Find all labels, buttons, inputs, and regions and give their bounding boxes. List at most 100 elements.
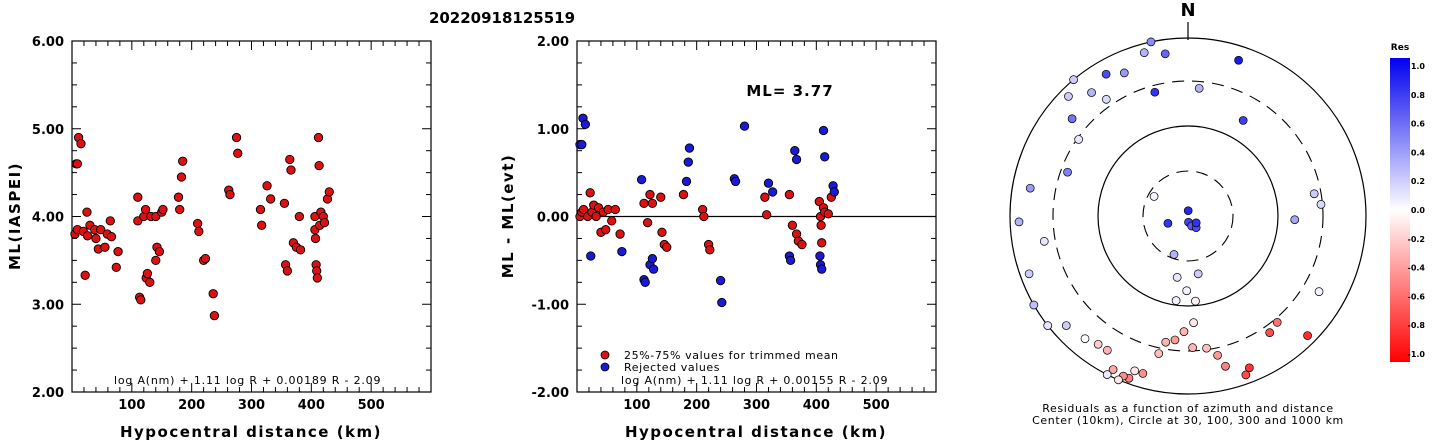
data-point-rejected: [684, 143, 695, 153]
colorbar-tick-label: -0.4: [1408, 264, 1426, 273]
data-point-rejected: [717, 297, 727, 308]
data-point: [76, 139, 86, 149]
station-point: [1189, 318, 1198, 328]
station-point: [1067, 114, 1077, 124]
data-point: [231, 132, 242, 143]
data-point-used: [678, 189, 689, 200]
data-point-rejected: [739, 121, 750, 131]
x-tick-label: 400: [298, 398, 325, 413]
data-point-rejected: [586, 251, 596, 261]
station-point: [1108, 365, 1118, 374]
x-axis-label: Hypocentral distance (km): [625, 423, 887, 441]
station-point: [1272, 318, 1282, 327]
data-point-rejected: [791, 154, 802, 165]
data-point-used: [607, 216, 617, 226]
station-point: [1290, 215, 1300, 225]
station-point: [1172, 273, 1182, 282]
data-point: [140, 204, 151, 215]
data-point: [286, 165, 296, 175]
data-point-used: [656, 192, 666, 202]
station-point: [1063, 167, 1072, 177]
data-point-used: [645, 189, 655, 200]
data-point-used: [642, 217, 653, 228]
colorbar-tick-label: -1.0: [1408, 350, 1426, 359]
colorbar-tick-label: 0.6: [1411, 120, 1426, 129]
station-point: [1188, 343, 1197, 352]
data-point-rejected: [785, 255, 796, 266]
colorbar-tick-label: 0.8: [1411, 91, 1426, 100]
data-point: [255, 204, 266, 215]
colorbar-tick-labels: 1.0 0.8 0.6 0.4 0.2 0.0 -0.2 -0.4 -0.6 -0.8 -1.0: [1408, 62, 1426, 359]
x-tick-labels: 100 200 300 400 500: [118, 398, 384, 413]
data-point-used: [601, 225, 611, 235]
data-point: [176, 172, 187, 182]
formula-text: log A(nm) + 1.11 log R + 0.00155 R - 2.0…: [621, 374, 888, 387]
data-point: [72, 159, 83, 169]
x-tick-labels: 100 200 300 400 500: [623, 398, 889, 413]
colorbar-tick-label: 0.0: [1411, 206, 1426, 215]
data-point: [106, 232, 117, 242]
colorbar: Res 1.0 0.8 0.6 0.4 0.2 0.0 -0.2 -0.4 -0.6 -0.8 -1…: [1390, 43, 1425, 362]
station-point: [1014, 217, 1024, 227]
legend-marker-rejected: [600, 362, 610, 372]
data-point-used: [647, 198, 658, 208]
data-point: [233, 148, 243, 158]
x-tick-label: 500: [358, 398, 385, 413]
data-point: [314, 160, 324, 171]
data-point: [175, 204, 185, 215]
data-points: [575, 113, 839, 308]
data-point: [324, 187, 334, 197]
station-point: [1238, 116, 1248, 125]
data-point: [136, 295, 146, 305]
data-point: [279, 198, 290, 208]
data-point-rejected: [820, 152, 830, 162]
ring-100km: [1097, 125, 1279, 307]
data-point-used: [817, 238, 827, 248]
tick-marks: [72, 40, 431, 393]
ring-30km: [1142, 170, 1234, 262]
data-point-used: [787, 220, 798, 230]
x-tick-label: 400: [803, 398, 830, 413]
data-point: [96, 225, 106, 235]
station-point: [1150, 87, 1160, 97]
station-point: [1154, 349, 1164, 358]
station-point: [1191, 296, 1200, 306]
y-tick-label: -1.00: [532, 298, 569, 313]
station-point: [1138, 369, 1148, 378]
station-point: [1087, 88, 1096, 97]
data-point: [178, 156, 188, 166]
station-point: [1025, 183, 1035, 193]
colorbar-tick-label: -0.2: [1408, 235, 1426, 244]
station-point: [1069, 75, 1078, 84]
data-point-used: [784, 189, 795, 200]
data-point: [285, 154, 295, 165]
station-point: [1182, 286, 1192, 296]
data-point: [82, 207, 92, 217]
data-point-used: [578, 204, 589, 215]
x-tick-label: 500: [863, 398, 890, 413]
station-point: [1183, 206, 1193, 216]
formula-text: log A(nm) + 1.11 log R + 0.00189 R - 2.0…: [114, 374, 381, 387]
data-point: [105, 216, 115, 226]
station-point: [1119, 68, 1129, 78]
data-point-used: [797, 239, 807, 250]
data-point-rejected: [818, 125, 829, 136]
data-point: [312, 273, 322, 283]
colorbar-tick-label: 0.2: [1411, 177, 1425, 186]
x-axis-label: Hypocentral distance (km): [120, 423, 382, 441]
data-point-used: [657, 227, 667, 237]
station-point: [1303, 331, 1312, 340]
data-point-rejected: [730, 176, 741, 187]
data-points: [70, 132, 334, 321]
station-point: [1191, 218, 1201, 228]
data-point: [257, 220, 267, 230]
tick-marks: [577, 40, 936, 393]
data-point: [262, 181, 272, 191]
station-point: [1161, 337, 1171, 347]
station-point: [1194, 83, 1204, 93]
x-tick-label: 100: [623, 398, 650, 413]
y-axis-label: ML - ML(evt): [499, 154, 517, 278]
data-point: [310, 233, 321, 244]
data-point: [100, 242, 110, 252]
colorbar-gradient: [1390, 58, 1410, 362]
